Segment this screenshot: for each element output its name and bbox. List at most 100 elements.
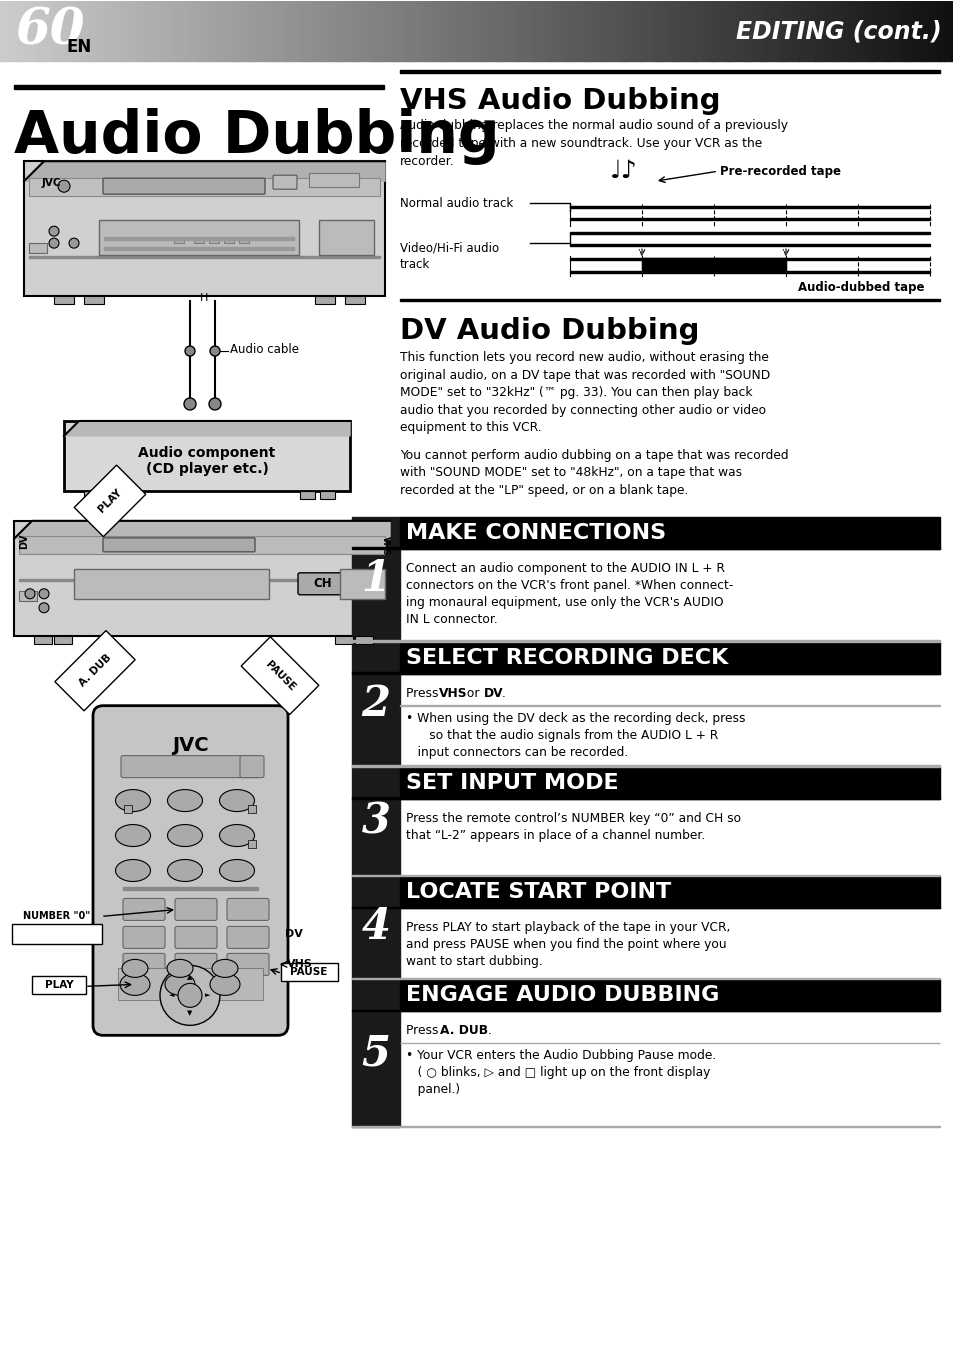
Bar [181,1,185,61]
Bar [858,1,862,61]
Bar [731,1,735,61]
Bar [543,1,547,61]
Bar [19,1,23,61]
Bar [26,1,30,61]
Bar [422,1,426,61]
Bar [600,1,604,61]
Bar [521,1,525,61]
Bar [550,1,554,61]
Bar [470,1,474,61]
Bar [905,1,909,61]
Bar [152,1,156,61]
Bar [114,1,118,61]
Bar [16,1,20,61]
Bar [686,1,690,61]
Bar [836,1,840,61]
Bar [391,1,395,61]
Bar [19,591,37,600]
Circle shape [69,239,79,248]
Circle shape [209,398,221,410]
Bar [388,1,392,61]
Bar [569,271,929,272]
Bar [820,1,823,61]
Text: Press PLAY to start playback of the tape in your VCR,
and press PAUSE when you f: Press PLAY to start playback of the tape… [406,921,730,969]
Bar [734,1,738,61]
Bar [345,295,365,304]
Circle shape [178,983,202,1008]
Bar [314,1,318,61]
Bar [479,1,483,61]
Bar [598,1,601,61]
Bar [86,1,90,61]
Bar [483,1,487,61]
Bar [346,1,350,61]
Bar [136,1,140,61]
Bar [527,1,531,61]
Bar [540,1,544,61]
Text: ►: ► [205,993,211,998]
Bar [629,1,633,61]
Bar [99,220,298,255]
Bar [658,1,661,61]
FancyBboxPatch shape [121,755,260,777]
Bar [124,804,132,812]
Bar [613,1,617,61]
Bar [502,1,506,61]
Bar [352,548,939,549]
Bar [95,1,99,61]
Bar [677,1,680,61]
Bar [203,1,207,61]
Circle shape [39,603,49,612]
Bar [184,1,188,61]
FancyBboxPatch shape [32,977,86,994]
Bar [822,1,826,61]
FancyBboxPatch shape [92,706,288,1035]
Bar [512,1,516,61]
Text: H: H [200,293,209,304]
Bar [845,1,849,61]
Bar [407,1,411,61]
Bar [639,1,642,61]
Bar [877,1,881,61]
Bar [216,1,220,61]
Bar [35,1,39,61]
Bar [324,1,328,61]
Ellipse shape [115,789,151,812]
FancyBboxPatch shape [240,755,264,777]
Bar [474,1,477,61]
Bar [941,1,944,61]
Text: VHS: VHS [438,687,467,700]
Bar [352,979,399,1128]
Bar [801,1,804,61]
Bar [245,1,249,61]
Bar [321,1,325,61]
Bar [29,1,32,61]
FancyBboxPatch shape [281,963,337,981]
Bar [696,1,700,61]
Bar [740,1,744,61]
Bar [864,1,868,61]
Text: .: . [501,687,505,700]
Bar [569,219,929,220]
Bar [335,635,353,643]
Bar [155,1,159,61]
Bar [399,766,939,799]
Bar [319,491,335,499]
Bar [12,1,16,61]
Bar [29,243,47,254]
Text: 2: 2 [361,683,390,724]
Bar [927,1,931,61]
Bar [308,1,312,61]
Bar [146,1,150,61]
Bar [270,1,274,61]
Bar [419,1,423,61]
Bar [578,1,582,61]
Bar [260,1,264,61]
Text: PAUSE: PAUSE [290,967,327,978]
Bar [200,1,204,61]
Bar [626,1,630,61]
Bar [229,1,233,61]
Bar [350,1,354,61]
Bar [848,1,852,61]
Bar [705,1,709,61]
